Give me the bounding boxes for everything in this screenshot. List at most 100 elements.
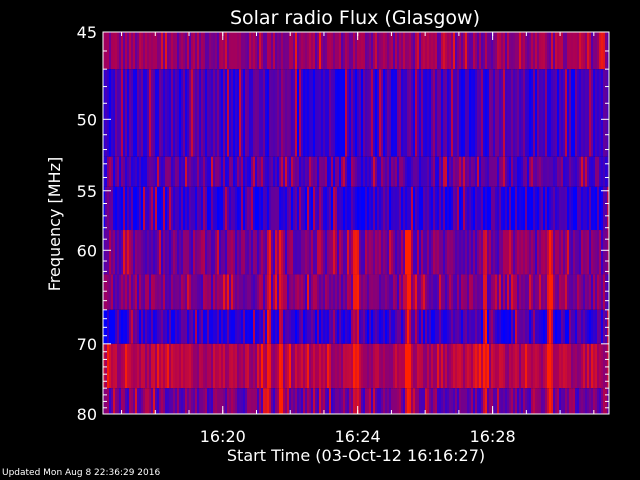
heatmap-cell [601, 186, 604, 231]
heatmap-cell [377, 309, 380, 344]
heatmap-cell [175, 388, 178, 414]
heatmap-cell [469, 343, 472, 389]
heatmap-cell [187, 156, 190, 187]
heatmap-cell [419, 186, 422, 231]
heatmap-cell [453, 274, 456, 310]
heatmap-cell [231, 230, 234, 275]
heatmap-cell [435, 388, 438, 414]
heatmap-cell [395, 274, 398, 310]
heatmap-cell [427, 69, 430, 157]
heatmap-cell [587, 156, 590, 187]
heatmap-cell [565, 32, 568, 70]
heatmap-cell [565, 388, 568, 414]
heatmap-cell [573, 69, 576, 157]
heatmap-cell [269, 309, 272, 344]
heatmap-cell [501, 186, 504, 231]
heatmap-cell [499, 156, 502, 187]
heatmap-cell [579, 230, 582, 275]
heatmap-cell [219, 343, 222, 389]
heatmap-cell [373, 309, 376, 344]
heatmap-cell [221, 343, 224, 389]
heatmap-cell [283, 388, 286, 414]
heatmap-cell [513, 274, 516, 310]
heatmap-cell [569, 32, 572, 70]
heatmap-cell [273, 156, 276, 187]
heatmap-cell [431, 309, 434, 344]
heatmap-cell [437, 32, 440, 70]
heatmap-cell [111, 156, 114, 187]
heatmap-cell [225, 343, 228, 389]
heatmap-cell [157, 156, 160, 187]
heatmap-cell [119, 343, 122, 389]
heatmap-cell [593, 388, 596, 414]
heatmap-cell [323, 69, 326, 157]
heatmap-cell [241, 186, 244, 231]
heatmap-cell [325, 186, 328, 231]
heatmap-cell [365, 230, 368, 275]
heatmap-cell [157, 309, 160, 344]
heatmap-cell [491, 32, 494, 70]
heatmap-cell [581, 69, 584, 157]
heatmap-cell [359, 156, 362, 187]
heatmap-cell [425, 69, 428, 157]
heatmap-cell [309, 69, 312, 157]
heatmap-cell [135, 230, 138, 275]
heatmap-cell [167, 186, 170, 231]
heatmap-cell [109, 343, 112, 389]
heatmap-cell [471, 309, 474, 344]
heatmap-cell [329, 230, 332, 275]
heatmap-cell [349, 186, 352, 231]
heatmap-cell [483, 230, 486, 275]
heatmap-cell [321, 69, 324, 157]
heatmap-cell [125, 309, 128, 344]
heatmap-cell [485, 156, 488, 187]
heatmap-cell [557, 69, 560, 157]
heatmap-cell [491, 274, 494, 310]
heatmap-cell [371, 309, 374, 344]
heatmap-cell [471, 230, 474, 275]
heatmap-cell [495, 274, 498, 310]
heatmap-cell [529, 274, 532, 310]
heatmap-cell [433, 156, 436, 187]
heatmap-cell [577, 156, 580, 187]
heatmap-cell [129, 32, 132, 70]
heatmap-cell [351, 69, 354, 157]
heatmap-cell [121, 309, 124, 344]
heatmap-cell [221, 388, 224, 414]
heatmap-cell [529, 309, 532, 344]
heatmap-cell [451, 274, 454, 310]
heatmap-cell [553, 156, 556, 187]
heatmap-cell [465, 274, 468, 310]
heatmap-cell [257, 343, 260, 389]
heatmap-cell [507, 343, 510, 389]
heatmap-cell [331, 274, 334, 310]
heatmap-cell [491, 230, 494, 275]
heatmap-cell [431, 274, 434, 310]
heatmap-cell [303, 230, 306, 275]
heatmap-cell [295, 69, 298, 157]
heatmap-cell [371, 230, 374, 275]
heatmap-cell [117, 274, 120, 310]
heatmap-cell [453, 69, 456, 157]
heatmap-cell [573, 156, 576, 187]
heatmap-cell [147, 230, 150, 275]
heatmap-cell [237, 186, 240, 231]
heatmap-cell [413, 32, 416, 70]
heatmap-cell [275, 186, 278, 231]
heatmap-cell [193, 69, 196, 157]
heatmap-cell [543, 274, 546, 310]
heatmap-cell [255, 343, 258, 389]
heatmap-cell [479, 69, 482, 157]
heatmap-cell [215, 274, 218, 310]
heatmap-cell [251, 230, 254, 275]
heatmap-cell [447, 309, 450, 344]
heatmap-cell [401, 69, 404, 157]
heatmap-cell [397, 274, 400, 310]
heatmap-cell [239, 274, 242, 310]
heatmap-cell [121, 32, 124, 70]
heatmap-cell [227, 309, 230, 344]
heatmap-cell [271, 230, 274, 275]
heatmap-cell [291, 32, 294, 70]
heatmap-cell [257, 274, 260, 310]
